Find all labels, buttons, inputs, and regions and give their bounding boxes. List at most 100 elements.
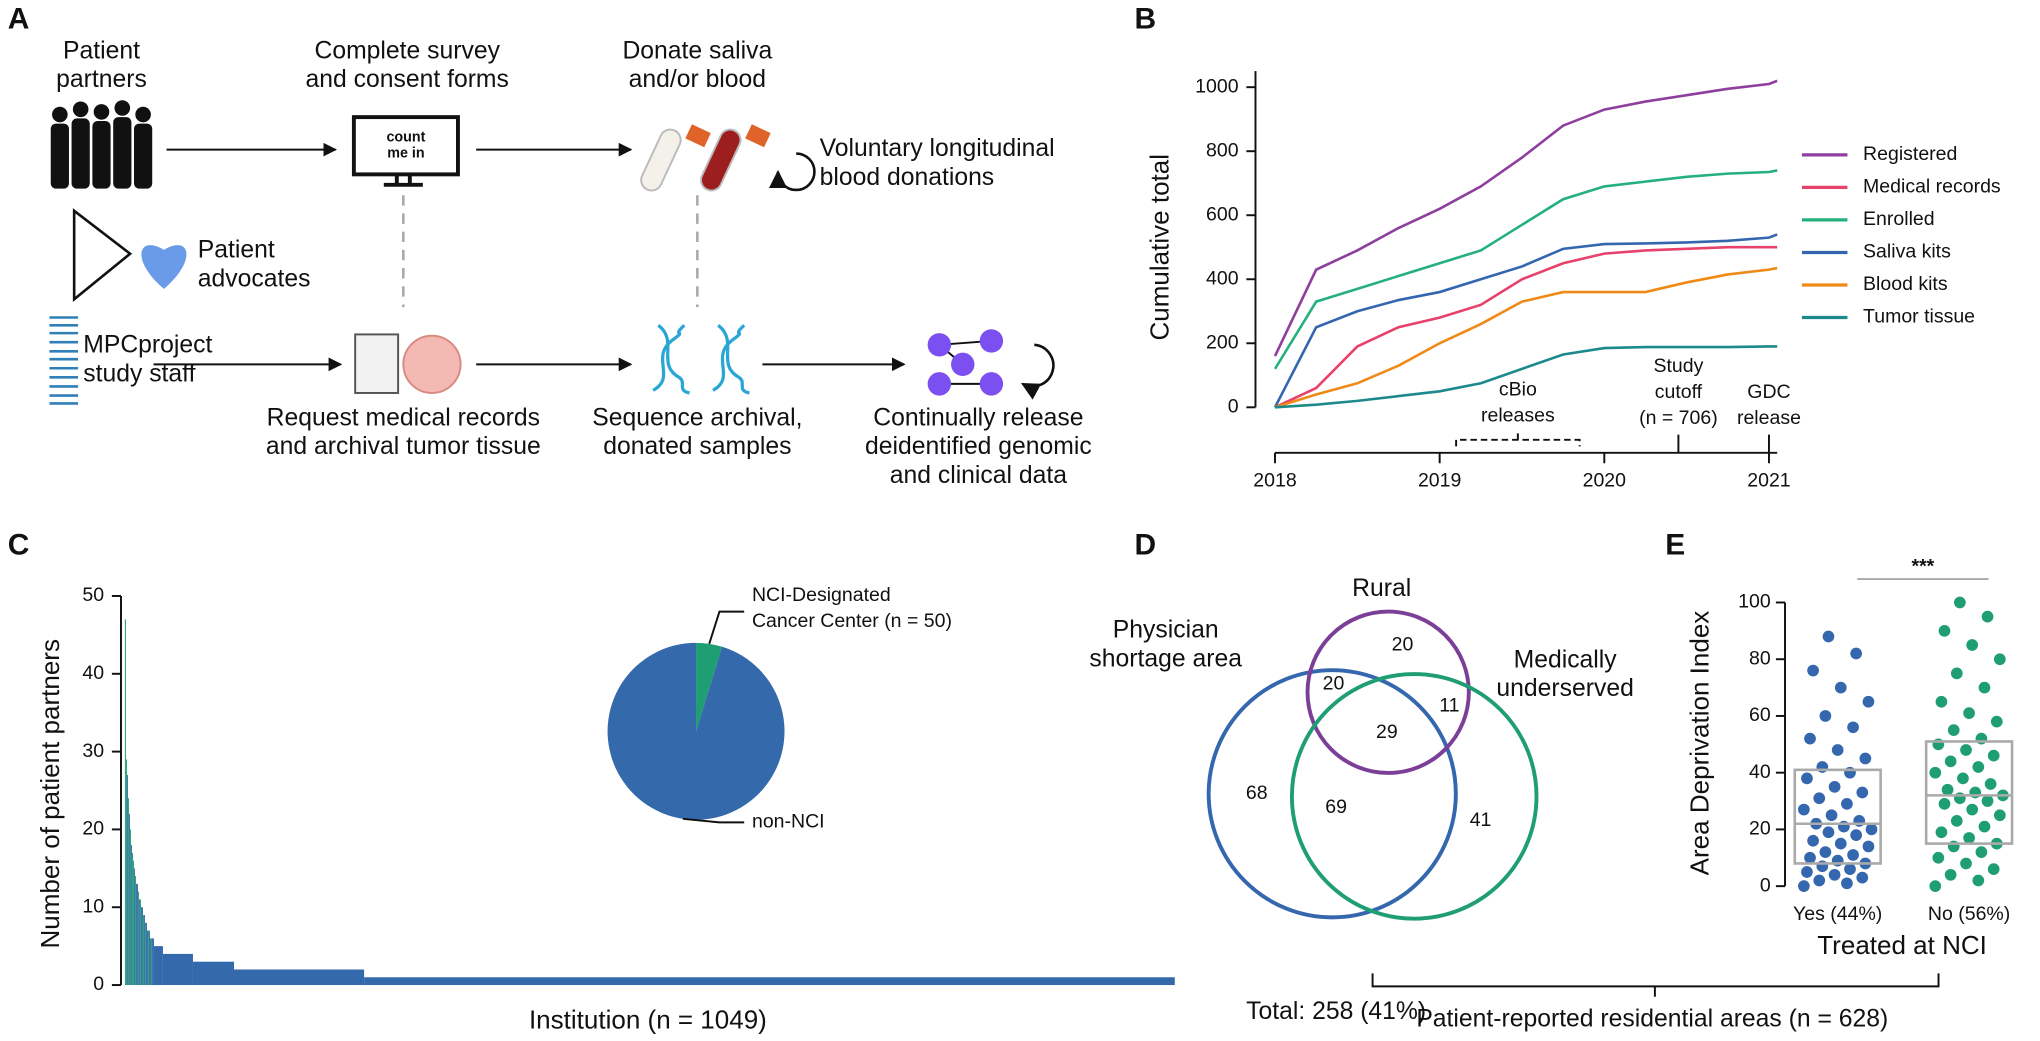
x-axis-label: Institution (n = 1049) (529, 1004, 767, 1034)
bar (147, 930, 149, 986)
y-tick-label: 100 (1738, 591, 1771, 613)
legend-label: Medical records (1863, 176, 2001, 198)
series-line (1274, 266, 1778, 409)
point (1966, 803, 1979, 816)
annotation-label: releases (1481, 405, 1555, 427)
bar (135, 883, 137, 986)
y-axis-label: Cumulative total (1145, 154, 1175, 341)
point (1950, 815, 1963, 827)
bar (364, 977, 1175, 986)
triangle-icon (72, 208, 133, 303)
series-line (1273, 233, 1778, 408)
bar (128, 813, 130, 986)
monitor-icon (351, 115, 460, 177)
total-label: Total: 258 (41%) (1246, 998, 1426, 1025)
node-label: MPCproject (83, 332, 212, 359)
point (1865, 823, 1878, 836)
tissue-icon (402, 334, 462, 394)
node-label: Donate saliva (622, 38, 772, 65)
point (1981, 610, 1994, 623)
y-tick-label: 40 (82, 662, 104, 684)
point (1935, 826, 1948, 839)
x-tick-label: Yes (44%) (1793, 903, 1882, 925)
point (1841, 798, 1853, 810)
node-label: Continually release (873, 405, 1083, 432)
point (1987, 749, 2000, 762)
legend-label: Registered (1863, 143, 1957, 165)
network-icon (927, 329, 1004, 396)
bar (133, 868, 135, 986)
set-label: Medically (1514, 647, 1618, 674)
panel-letter: E (1665, 528, 1685, 561)
point (1954, 596, 1966, 609)
point (1804, 851, 1816, 864)
y-axis-label: Number of patient partners (35, 639, 65, 948)
y-tick-label: 10 (82, 895, 104, 917)
leader-line (682, 817, 745, 824)
point (1932, 851, 1945, 864)
point (1822, 826, 1835, 839)
annotation-label: release (1737, 407, 1801, 429)
legend-label: Saliva kits (1863, 241, 1951, 263)
point (1798, 803, 1810, 816)
y-tick-label: 60 (1749, 704, 1771, 726)
point (1841, 877, 1853, 890)
point (1966, 639, 1979, 651)
region-count: 20 (1392, 634, 1414, 656)
point (1929, 766, 1942, 779)
tube-icons (640, 124, 771, 192)
point (1978, 681, 1991, 694)
x-axis-label: Treated at NCI (1817, 930, 1987, 960)
legend-label: Tumor tissue (1863, 306, 1975, 328)
point (1807, 834, 1819, 847)
point (1813, 874, 1826, 887)
annotation-label: Study (1653, 355, 1703, 377)
node-label: Voluntary longitudinal (820, 135, 1055, 162)
y-tick-label: 0 (93, 973, 104, 995)
node-label: and/or blood (629, 66, 766, 93)
point (1807, 664, 1819, 677)
bar (148, 930, 150, 986)
heart-icon (141, 245, 187, 289)
annotation-label: GDC (1747, 381, 1790, 403)
venn-circle (1289, 672, 1539, 921)
clipboard-icon (354, 333, 400, 394)
bar (142, 915, 144, 986)
y-tick-label: 200 (1206, 331, 1239, 353)
pie-slice (696, 642, 723, 732)
y-tick-label: 600 (1206, 203, 1239, 225)
point (1856, 871, 1869, 884)
point (1798, 880, 1810, 893)
bar (150, 938, 152, 986)
node-label: Sequence archival, (592, 405, 802, 432)
legend-label: Enrolled (1863, 208, 1935, 230)
region-count: 20 (1323, 673, 1345, 695)
node-label: deidentified genomic (865, 433, 1092, 460)
diagram-icons (49, 100, 1055, 405)
pie-label: NCI-Designated (752, 584, 891, 606)
bar (145, 922, 147, 986)
barcode-icon (49, 316, 79, 405)
region-count: 29 (1376, 721, 1398, 743)
box (1924, 740, 2014, 845)
bar (141, 907, 143, 986)
bar (124, 619, 126, 986)
point (1801, 866, 1813, 878)
point (1862, 840, 1875, 853)
point (1963, 832, 1975, 844)
point (1859, 752, 1872, 765)
point (1990, 715, 2003, 728)
point (1963, 707, 1975, 719)
point (1981, 795, 1994, 807)
bar (136, 883, 138, 986)
set-label: shortage area (1089, 645, 1242, 672)
node-label: and clinical data (890, 462, 1068, 489)
box (1793, 768, 1882, 865)
bar (143, 915, 145, 986)
point (1978, 820, 1991, 833)
panel-letter: D (1134, 528, 1156, 561)
point (1944, 868, 1957, 881)
y-tick-label: 1000 (1195, 75, 1239, 97)
y-tick-label: 20 (82, 818, 104, 840)
